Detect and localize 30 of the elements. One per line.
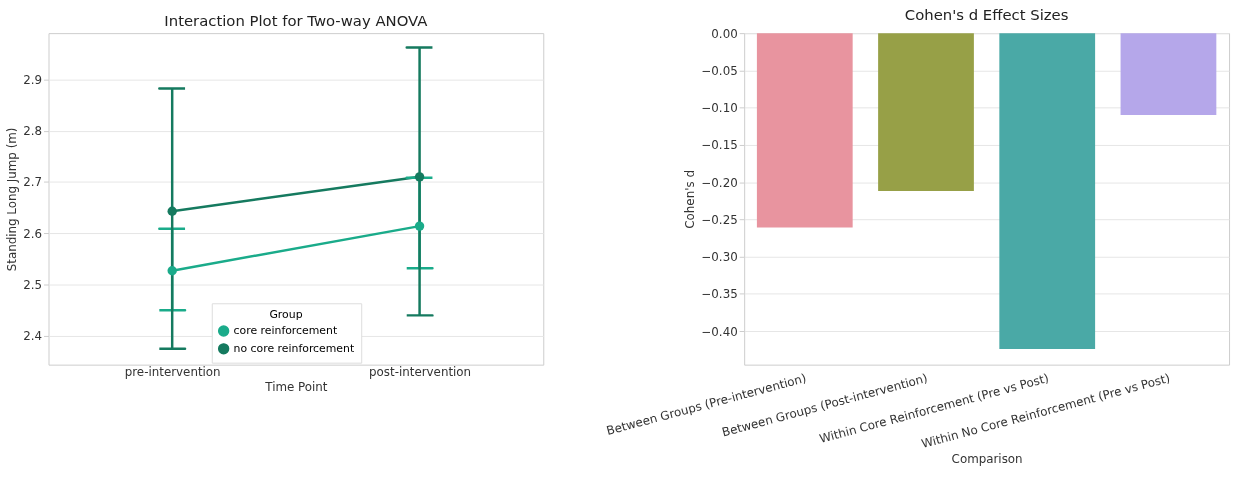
point bbox=[167, 206, 177, 216]
y-tick-label: 2.7 bbox=[23, 175, 43, 190]
x-tick-label: post-intervention bbox=[369, 365, 472, 380]
point bbox=[167, 266, 177, 276]
y-tick-label: −0.35 bbox=[701, 287, 738, 302]
y-tick-label: 0.00 bbox=[711, 26, 738, 41]
chart-title: Interaction Plot for Two-way ANOVA bbox=[164, 12, 429, 30]
y-axis-title: Cohen's d bbox=[683, 170, 698, 229]
x-axis-title: Time Point bbox=[264, 379, 328, 394]
point bbox=[414, 221, 425, 231]
x-tick-label: pre-intervention bbox=[124, 365, 221, 380]
chart-title: Cohen's d Effect Sizes bbox=[904, 6, 1069, 24]
legend-label: no core reinforcement bbox=[233, 341, 355, 355]
y-tick-label: 2.8 bbox=[23, 124, 43, 139]
y-tick-label: −0.10 bbox=[701, 101, 738, 116]
y-tick-label: 2.6 bbox=[23, 226, 43, 241]
y-tick-label: 2.9 bbox=[23, 72, 43, 87]
y-tick-label: −0.40 bbox=[701, 324, 738, 339]
y-tick-label: 2.5 bbox=[23, 278, 43, 293]
y-axis-title: Standing Long Jump (m) bbox=[5, 127, 20, 272]
y-tick-label: −0.25 bbox=[701, 212, 738, 227]
y-tick-label: −0.30 bbox=[701, 250, 738, 265]
y-tick-label: −0.15 bbox=[701, 138, 738, 153]
y-tick-label: −0.05 bbox=[701, 63, 738, 78]
legend-title: Group bbox=[269, 308, 303, 322]
y-tick-label: 2.4 bbox=[23, 329, 43, 344]
y-tick-label: −0.20 bbox=[701, 175, 738, 190]
legend-label: core reinforcement bbox=[233, 323, 338, 337]
x-axis-title: Comparison bbox=[951, 451, 1023, 466]
point bbox=[414, 172, 425, 182]
